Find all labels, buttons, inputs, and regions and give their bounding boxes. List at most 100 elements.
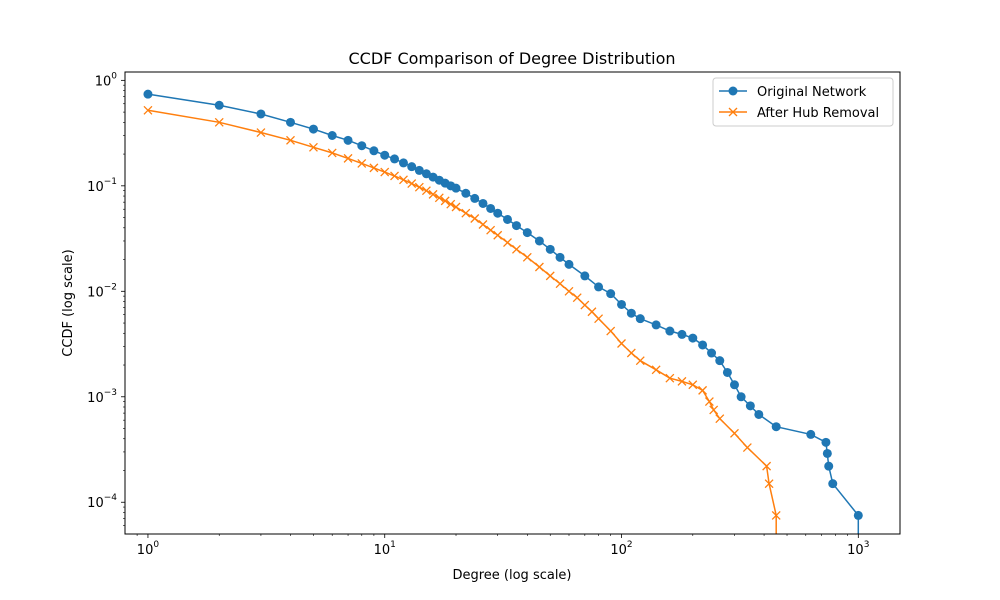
data-point bbox=[327, 131, 337, 141]
data-point bbox=[461, 188, 471, 198]
data-point bbox=[822, 448, 832, 458]
x-tick-label: 102 bbox=[610, 540, 632, 558]
data-point bbox=[545, 271, 555, 281]
data-point bbox=[434, 193, 444, 203]
data-point bbox=[357, 158, 367, 168]
data-point bbox=[327, 148, 337, 158]
data-point bbox=[580, 271, 590, 281]
data-point bbox=[428, 189, 438, 199]
x-tick-label: 101 bbox=[374, 540, 396, 558]
data-point bbox=[594, 314, 604, 324]
legend-label: After Hub Removal bbox=[757, 106, 879, 121]
data-point bbox=[451, 183, 461, 193]
data-point bbox=[771, 422, 781, 432]
data-point bbox=[821, 437, 831, 447]
data-point bbox=[369, 163, 379, 173]
data-point bbox=[522, 228, 532, 238]
data-point bbox=[651, 365, 661, 375]
data-point bbox=[214, 100, 224, 110]
y-tick-label-base: 10 bbox=[87, 496, 104, 511]
data-point bbox=[745, 401, 755, 411]
data-point bbox=[677, 376, 687, 386]
data-point bbox=[707, 348, 717, 358]
y-tick-label: 10−1 bbox=[87, 177, 117, 195]
data-point bbox=[343, 135, 353, 145]
legend-marker bbox=[728, 107, 738, 117]
x-tick-label-base: 10 bbox=[847, 543, 864, 558]
data-point bbox=[651, 320, 661, 330]
legend: Original Network After Hub Removal bbox=[712, 77, 894, 127]
data-point bbox=[828, 479, 838, 489]
data-point bbox=[572, 293, 582, 303]
data-point bbox=[626, 348, 636, 358]
y-tick-label-base: 10 bbox=[87, 285, 104, 300]
data-point bbox=[503, 238, 512, 247]
data-point bbox=[399, 175, 408, 185]
legend-box bbox=[712, 77, 894, 127]
y-tick-label-base: 10 bbox=[95, 74, 112, 89]
data-point bbox=[493, 208, 503, 218]
data-point bbox=[308, 142, 318, 152]
data-point bbox=[665, 326, 675, 336]
x-tick-label-base: 10 bbox=[610, 543, 627, 558]
data-point bbox=[617, 339, 626, 348]
x-tick-label: 100 bbox=[137, 540, 160, 558]
data-point bbox=[824, 461, 834, 471]
data-point bbox=[470, 214, 480, 223]
data-point bbox=[511, 221, 521, 231]
x-tick-label-exponent: 3 bbox=[864, 540, 870, 550]
data-point bbox=[493, 230, 503, 240]
data-point bbox=[635, 356, 645, 366]
y-tick-label-exponent: 0 bbox=[111, 71, 117, 81]
data-point bbox=[446, 199, 456, 209]
data-point bbox=[440, 196, 450, 206]
legend-marker bbox=[728, 86, 738, 96]
data-point bbox=[308, 124, 318, 134]
data-point bbox=[486, 225, 496, 235]
series-after-hub-removal bbox=[143, 105, 781, 534]
x-tick-label-base: 10 bbox=[137, 543, 154, 558]
x-axis: 100 101 102 103 bbox=[137, 534, 870, 558]
data-point bbox=[486, 203, 496, 213]
data-point bbox=[564, 259, 574, 269]
data-point bbox=[470, 193, 480, 203]
data-point bbox=[555, 252, 565, 262]
series-layer bbox=[143, 89, 863, 534]
series-line bbox=[147, 93, 860, 534]
data-point bbox=[511, 244, 521, 254]
data-point bbox=[414, 165, 424, 175]
data-point bbox=[343, 153, 353, 163]
y-tick-label: 10−2 bbox=[87, 282, 117, 300]
data-point bbox=[414, 182, 424, 192]
y-tick-label-exponent: −3 bbox=[104, 388, 117, 398]
x-tick-label-exponent: 0 bbox=[153, 540, 159, 550]
legend-label: Original Network bbox=[757, 85, 867, 100]
y-tick-label-base: 10 bbox=[87, 180, 104, 195]
data-point bbox=[380, 167, 390, 177]
data-point bbox=[369, 146, 379, 156]
data-point bbox=[407, 162, 417, 172]
data-point bbox=[256, 109, 266, 119]
data-point bbox=[635, 314, 645, 324]
y-tick-label: 100 bbox=[95, 71, 118, 89]
data-point bbox=[390, 171, 399, 181]
data-point bbox=[764, 479, 774, 489]
data-point bbox=[478, 198, 488, 208]
data-point bbox=[534, 262, 544, 272]
y-tick-label-exponent: −2 bbox=[104, 282, 117, 292]
data-point bbox=[214, 117, 224, 127]
data-point bbox=[143, 105, 153, 115]
data-point bbox=[555, 279, 565, 289]
data-point bbox=[580, 300, 590, 310]
data-point bbox=[754, 409, 764, 419]
data-point bbox=[688, 333, 698, 343]
y-axis-label: CCDF (log scale) bbox=[61, 249, 76, 356]
data-point bbox=[390, 154, 400, 164]
x-tick-label-exponent: 1 bbox=[390, 540, 396, 550]
data-point bbox=[256, 128, 266, 138]
x-tick-label-base: 10 bbox=[374, 543, 391, 558]
y-tick-label-exponent: −1 bbox=[104, 177, 117, 187]
data-point bbox=[407, 179, 417, 189]
data-point bbox=[594, 282, 604, 292]
data-point bbox=[398, 158, 408, 168]
